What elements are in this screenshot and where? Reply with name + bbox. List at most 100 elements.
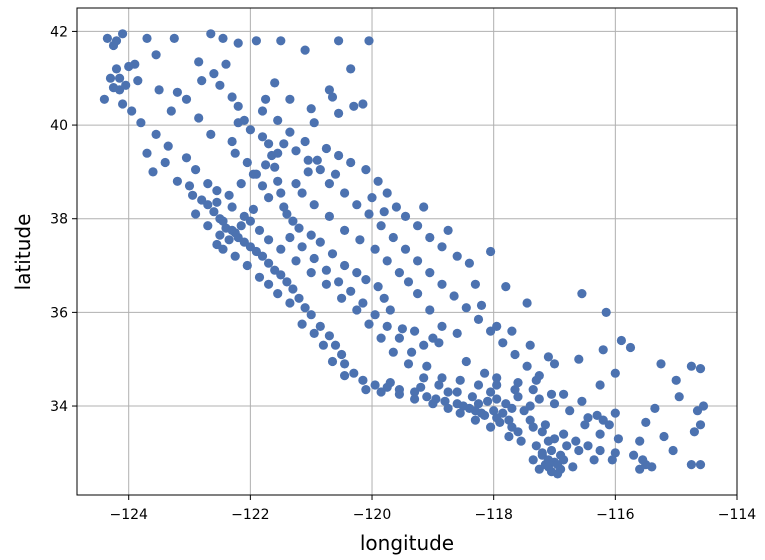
data-point	[543, 352, 554, 362]
data-point	[498, 408, 508, 418]
data-point	[373, 282, 383, 292]
data-point	[568, 462, 578, 472]
data-point	[236, 179, 246, 189]
data-point	[279, 202, 289, 212]
data-point	[245, 125, 255, 135]
data-point	[452, 251, 462, 261]
data-point	[358, 375, 368, 385]
data-point	[261, 94, 271, 104]
data-point	[528, 455, 538, 465]
data-point	[370, 244, 380, 254]
data-point	[525, 340, 535, 350]
data-point	[388, 347, 398, 357]
data-point	[327, 249, 338, 259]
data-point	[288, 284, 298, 294]
data-point	[577, 289, 587, 299]
data-point	[212, 239, 222, 250]
data-point	[221, 59, 231, 69]
data-point	[695, 364, 706, 374]
data-point	[397, 324, 407, 334]
data-point	[549, 434, 560, 444]
data-point	[522, 298, 532, 308]
data-point	[270, 162, 280, 172]
data-point	[382, 188, 392, 198]
data-point	[470, 279, 480, 289]
data-point	[254, 272, 265, 282]
data-point	[370, 310, 380, 320]
data-point	[577, 396, 587, 406]
data-point	[318, 340, 328, 350]
data-point	[282, 209, 292, 219]
data-point	[334, 36, 344, 46]
data-point	[583, 441, 593, 451]
data-point	[297, 188, 307, 198]
data-point	[455, 408, 465, 418]
data-point	[410, 394, 420, 404]
data-point	[203, 200, 213, 210]
data-point	[668, 445, 678, 456]
data-point	[133, 76, 143, 86]
data-point	[242, 157, 252, 168]
data-point	[656, 359, 666, 369]
data-point	[130, 59, 140, 69]
data-point	[297, 242, 307, 252]
data-point	[285, 127, 295, 137]
data-point	[610, 448, 620, 458]
data-point	[635, 436, 645, 446]
data-point	[108, 40, 119, 51]
data-point	[489, 406, 499, 416]
data-point	[321, 265, 331, 275]
data-point	[534, 394, 544, 404]
data-point	[361, 275, 371, 285]
data-point	[166, 106, 176, 116]
data-point	[370, 380, 380, 390]
data-point	[361, 165, 371, 175]
data-point	[513, 378, 523, 388]
y-tick-label: 36	[50, 305, 68, 321]
y-axis-label: latitude	[11, 214, 35, 291]
data-point	[352, 305, 362, 315]
data-point	[376, 387, 386, 397]
data-point	[549, 359, 560, 369]
data-point	[534, 464, 544, 474]
data-point	[473, 380, 484, 390]
data-point	[647, 462, 657, 472]
data-point	[294, 293, 304, 303]
x-tick-label: −118	[474, 507, 512, 523]
data-point	[340, 371, 350, 381]
data-point	[650, 403, 660, 413]
data-point	[583, 413, 593, 423]
data-point	[270, 78, 280, 88]
data-point	[394, 268, 404, 278]
data-point	[264, 235, 274, 245]
data-point	[346, 64, 356, 74]
data-point	[206, 29, 216, 39]
data-point	[321, 143, 331, 154]
data-point	[629, 450, 639, 460]
y-axis-ticks: 34 36 38 40 42	[50, 24, 77, 415]
data-point	[616, 335, 627, 346]
data-point	[288, 216, 298, 226]
data-point	[261, 160, 271, 170]
data-point	[492, 380, 502, 390]
data-point	[142, 33, 152, 44]
data-point	[315, 237, 325, 247]
data-point	[303, 167, 313, 177]
data-point	[486, 387, 496, 397]
data-point	[154, 85, 164, 95]
data-point	[334, 277, 344, 287]
data-point	[334, 108, 344, 118]
data-point	[443, 403, 453, 413]
data-point	[257, 106, 268, 116]
data-point	[324, 211, 334, 221]
data-point	[595, 380, 605, 390]
plot-frame	[76, 7, 738, 496]
data-point	[367, 193, 377, 203]
data-point	[224, 235, 234, 245]
data-point	[556, 464, 566, 474]
data-point	[355, 235, 365, 245]
data-point	[197, 76, 207, 86]
data-point	[376, 333, 386, 343]
data-point	[394, 389, 404, 399]
data-point	[236, 221, 246, 231]
